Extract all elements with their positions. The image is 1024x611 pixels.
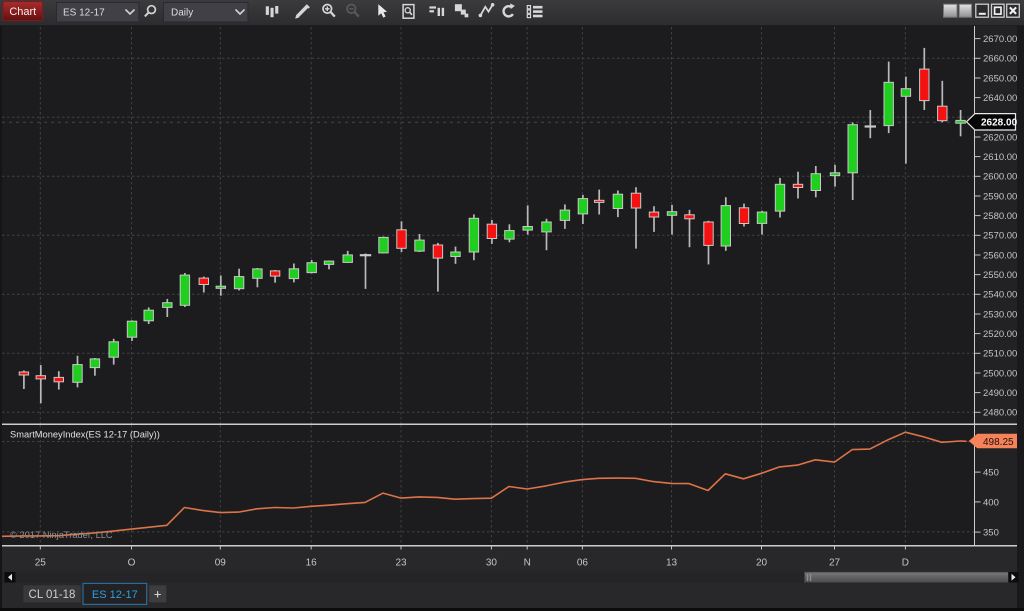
svg-text:498.25: 498.25 bbox=[983, 437, 1014, 448]
svg-text:2480.00: 2480.00 bbox=[983, 408, 1017, 419]
svg-text:2550.00: 2550.00 bbox=[983, 270, 1017, 281]
svg-text:2500.00: 2500.00 bbox=[983, 368, 1017, 379]
svg-text:23: 23 bbox=[395, 558, 407, 569]
svg-text:2610.00: 2610.00 bbox=[983, 152, 1017, 163]
svg-text:25: 25 bbox=[35, 558, 47, 569]
svg-text:ES 12-17: ES 12-17 bbox=[63, 8, 105, 19]
svg-text:CL 01-18: CL 01-18 bbox=[29, 589, 76, 601]
svg-text:SmartMoneyIndex(ES 12-17 (Dail: SmartMoneyIndex(ES 12-17 (Daily)) bbox=[10, 430, 160, 440]
svg-text:450: 450 bbox=[983, 468, 999, 479]
svg-text:© 2017 NinjaTrader, LLC: © 2017 NinjaTrader, LLC bbox=[10, 530, 113, 540]
svg-text:13: 13 bbox=[666, 558, 678, 569]
svg-text:Chart: Chart bbox=[9, 6, 36, 18]
svg-text:400: 400 bbox=[983, 497, 999, 508]
svg-text:2660.00: 2660.00 bbox=[983, 54, 1017, 65]
svg-text:06: 06 bbox=[577, 558, 589, 569]
svg-text:2580.00: 2580.00 bbox=[983, 211, 1017, 222]
svg-text:2510.00: 2510.00 bbox=[983, 349, 1017, 360]
svg-text:20: 20 bbox=[756, 558, 768, 569]
svg-text:30: 30 bbox=[486, 558, 498, 569]
svg-text:2570.00: 2570.00 bbox=[983, 231, 1017, 242]
svg-text:2628.00: 2628.00 bbox=[981, 118, 1018, 129]
svg-text:2520.00: 2520.00 bbox=[983, 329, 1017, 340]
svg-text:D: D bbox=[902, 558, 909, 569]
svg-text:2540.00: 2540.00 bbox=[983, 290, 1017, 301]
svg-text:09: 09 bbox=[215, 558, 227, 569]
svg-text:Daily: Daily bbox=[171, 8, 193, 19]
svg-text:2590.00: 2590.00 bbox=[983, 191, 1017, 202]
svg-text:350: 350 bbox=[983, 528, 999, 539]
svg-text:ES 12-17: ES 12-17 bbox=[92, 589, 138, 601]
svg-text:2490.00: 2490.00 bbox=[983, 388, 1017, 399]
svg-text:27: 27 bbox=[829, 558, 841, 569]
svg-text:2560.00: 2560.00 bbox=[983, 250, 1017, 261]
svg-text:N: N bbox=[524, 558, 531, 569]
svg-text:16: 16 bbox=[306, 558, 318, 569]
svg-text:2620.00: 2620.00 bbox=[983, 132, 1017, 143]
svg-text:2650.00: 2650.00 bbox=[983, 73, 1017, 84]
svg-text:2670.00: 2670.00 bbox=[983, 34, 1017, 45]
svg-text:+: + bbox=[154, 587, 162, 602]
svg-text:O: O bbox=[128, 558, 136, 569]
svg-text:2530.00: 2530.00 bbox=[983, 309, 1017, 320]
svg-text:2600.00: 2600.00 bbox=[983, 172, 1017, 183]
svg-text:2640.00: 2640.00 bbox=[983, 93, 1017, 104]
